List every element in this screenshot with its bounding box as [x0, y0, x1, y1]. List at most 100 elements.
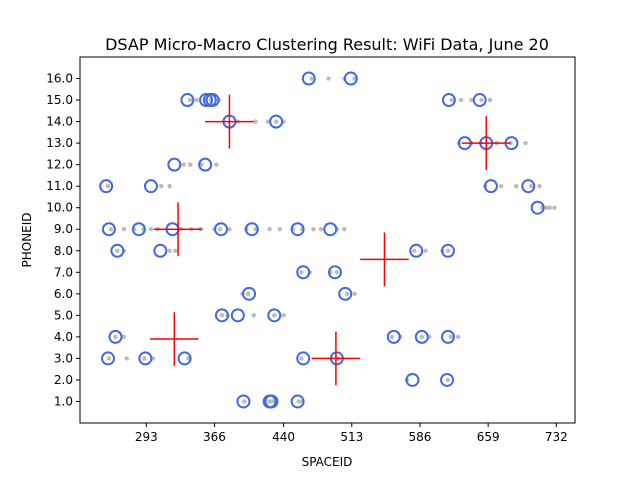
data-point [419, 334, 425, 340]
y-tick-label: 12.0 [46, 158, 73, 172]
data-point [105, 183, 111, 189]
data-point [277, 227, 283, 232]
y-tick-label: 10.0 [46, 201, 73, 215]
data-point [106, 356, 112, 361]
data-point [543, 205, 549, 210]
macro-cluster-marker [360, 232, 409, 287]
data-point [265, 119, 270, 124]
data-point [445, 377, 451, 383]
macro-cluster-marker [205, 94, 254, 149]
y-axis: 1.0 2.0 3.0 4.0 5.0 6.0 7.0 8.0 9.0 10.0 11.0 12.0 1… [46, 72, 80, 408]
data-point [344, 291, 350, 297]
data-point [227, 227, 232, 232]
data-point [159, 183, 164, 189]
x-tick-label: 513 [340, 430, 363, 444]
data-point [342, 227, 347, 232]
macro-cluster-marker [150, 312, 199, 366]
data-point [523, 140, 528, 146]
micro-cluster-marker [108, 329, 123, 344]
data-point [188, 97, 193, 103]
data-point [326, 76, 331, 81]
micro-cluster-marker [414, 329, 429, 344]
micro-cluster-marker [180, 93, 195, 108]
data-point [458, 97, 464, 103]
data-point [242, 399, 247, 404]
micro-cluster-marker [440, 243, 455, 258]
micro-cluster-marker [110, 243, 125, 258]
data-point [108, 227, 114, 232]
data-point [309, 76, 314, 81]
x-tick-label: 659 [477, 430, 500, 444]
data-point [479, 97, 484, 103]
x-tick-label: 586 [409, 430, 432, 444]
data-point [272, 313, 277, 318]
y-tick-label: 7.0 [54, 265, 73, 279]
data-point [537, 183, 542, 189]
micro-cluster-marker [214, 308, 229, 323]
plot-area [99, 71, 557, 409]
micro-cluster-marker [267, 308, 282, 323]
data-point [448, 334, 453, 340]
macro-cluster-marker [311, 331, 361, 386]
y-axis-label: PHONEID [20, 212, 34, 267]
micro-cluster-marker [472, 93, 487, 108]
data-point [173, 248, 178, 253]
micro-cluster-marker [153, 243, 168, 258]
data-point [412, 248, 417, 253]
data-point [513, 183, 519, 189]
data-point [311, 227, 316, 232]
data-point [273, 119, 279, 124]
y-tick-label: 16.0 [46, 72, 73, 86]
data-point [217, 227, 223, 232]
data-point [318, 227, 324, 232]
x-tick-label: 732 [545, 430, 568, 444]
micro-cluster-marker [296, 351, 311, 366]
data-point [423, 248, 428, 253]
data-point [299, 270, 304, 275]
micro-cluster-marker [386, 329, 401, 344]
micro-cluster-marker [99, 179, 114, 194]
data-point [456, 334, 461, 340]
data-point [528, 183, 534, 189]
data-point [469, 97, 474, 103]
data-point [188, 162, 193, 167]
micro-cluster-marker [405, 372, 420, 387]
y-tick-label: 2.0 [54, 373, 73, 387]
micro-cluster-marker [131, 222, 146, 237]
micro-cluster-marker [338, 286, 353, 301]
data-point [334, 270, 340, 275]
data-point [214, 162, 219, 167]
data-point [194, 97, 199, 103]
micro-cluster-marker [323, 222, 338, 237]
micro-cluster-marker [138, 351, 153, 366]
data-point [199, 162, 204, 167]
x-tick-label: 366 [203, 430, 226, 444]
plot-frame [79, 56, 576, 424]
data-point [121, 227, 127, 232]
macro-cluster-marker [153, 202, 203, 257]
data-point [449, 97, 454, 103]
data-point [487, 97, 493, 103]
x-tick-label: 293 [135, 430, 158, 444]
micro-cluster-marker [483, 179, 498, 194]
data-point [281, 313, 286, 318]
micro-cluster-marker [301, 71, 316, 86]
x-tick-label: 440 [272, 430, 295, 444]
micro-cluster-marker [440, 329, 455, 344]
data-point [547, 205, 552, 210]
y-tick-label: 5.0 [54, 308, 73, 322]
y-tick-label: 4.0 [54, 330, 73, 344]
macro-cluster-marker [461, 116, 511, 171]
data-point [389, 334, 395, 340]
micro-cluster-marker [441, 93, 456, 108]
data-point [352, 291, 357, 297]
micro-cluster-marker [205, 93, 220, 108]
micro-cluster-marker [244, 222, 259, 237]
micro-cluster-marker [167, 157, 182, 172]
micro-cluster-marker [236, 394, 251, 409]
data-point [552, 205, 557, 210]
micro-cluster-marker [327, 265, 342, 280]
micro-cluster-marker [343, 71, 358, 86]
